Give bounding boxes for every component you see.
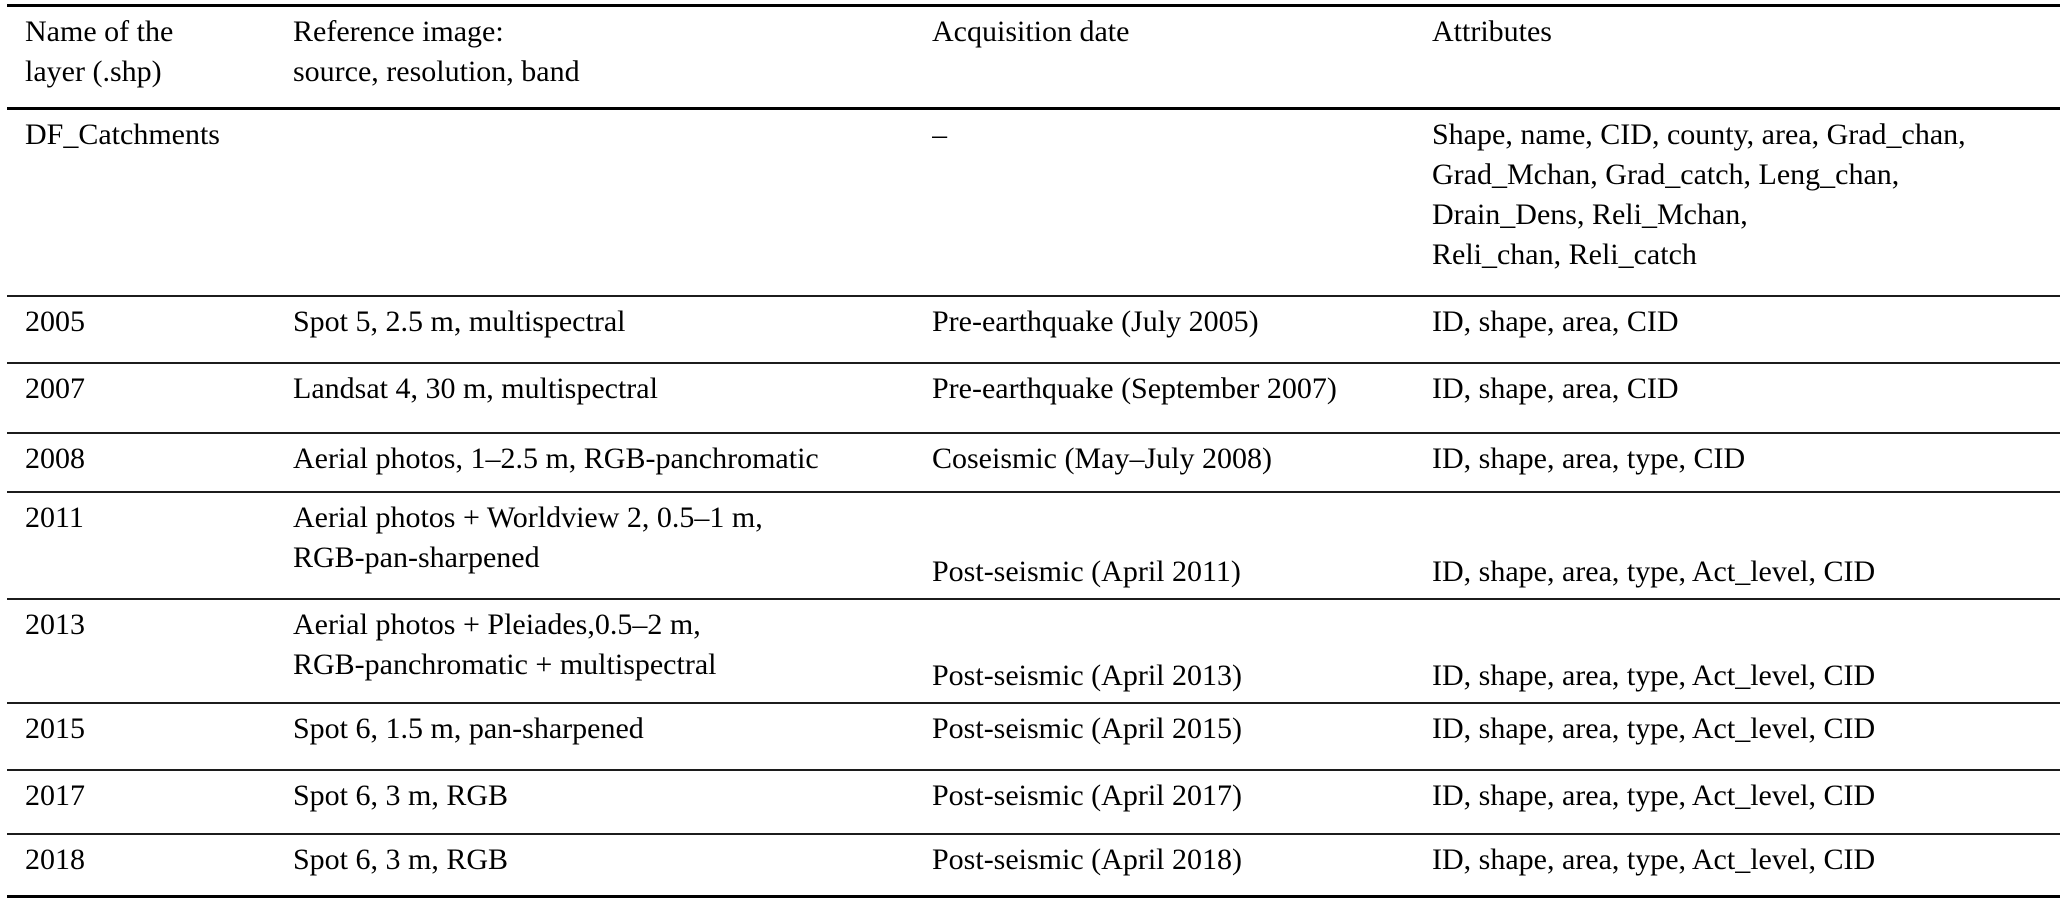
cell-reference-image: Spot 6, 3 m, RGB (293, 778, 509, 812)
cell-acquisition-date: Post-seismic (April 2015) (932, 711, 1242, 745)
cell-attributes: ID, shape, area, type, Act_level, CID (1432, 711, 1876, 745)
gis-layers-table: Name of the layer (.shp) Reference image… (7, 4, 2060, 898)
table-header-row: Name of the layer (.shp) Reference image… (7, 6, 2060, 109)
cell-reference-image: Aerial photos + Pleiades,0.5–2 m, RGB-pa… (293, 607, 717, 681)
table-row-2013: 2013 Aerial photos + Pleiades,0.5–2 m, R… (7, 599, 2060, 703)
cell-reference-image: Aerial photos + Worldview 2, 0.5–1 m, RG… (293, 500, 763, 574)
cell-acquisition-date: Post-seismic (April 2018) (932, 842, 1242, 876)
cell-attributes: ID, shape, area, type, CID (1432, 441, 1746, 475)
table-row-df-catchments: DF_Catchments – Shape, name, CID, county… (7, 109, 2060, 296)
cell-layer-name: 2017 (25, 778, 85, 812)
cell-attributes: ID, shape, area, CID (1432, 371, 1679, 405)
cell-layer-name: 2011 (25, 500, 84, 534)
table-row-2007: 2007 Landsat 4, 30 m, multispectral Pre-… (7, 363, 2060, 433)
cell-acquisition-date: – (932, 118, 947, 151)
cell-layer-name: 2007 (25, 371, 85, 405)
cell-reference-image: Aerial photos, 1–2.5 m, RGB-panchromatic (293, 441, 819, 475)
cell-acquisition-date: Post-seismic (April 2017) (932, 778, 1242, 812)
column-header-acquisition-date: Acquisition date (932, 15, 1130, 48)
cell-attributes: ID, shape, area, CID (1432, 304, 1679, 338)
cell-reference-image: Spot 6, 1.5 m, pan-sharpened (293, 711, 644, 745)
column-header-reference-image: Reference image: source, resolution, ban… (293, 15, 580, 88)
cell-reference-image (293, 109, 932, 296)
cell-attributes: Shape, name, CID, county, area, Grad_cha… (1432, 118, 1966, 271)
table-row-2017: 2017 Spot 6, 3 m, RGB Post-seismic (Apri… (7, 770, 2060, 834)
cell-reference-image: Spot 5, 2.5 m, multispectral (293, 304, 626, 338)
cell-acquisition-date: Coseismic (May–July 2008) (932, 441, 1272, 475)
cell-reference-image: Landsat 4, 30 m, multispectral (293, 371, 658, 405)
cell-reference-image: Spot 6, 3 m, RGB (293, 842, 509, 876)
cell-layer-name: 2015 (25, 711, 85, 745)
cell-acquisition-date: Post-seismic (April 2013) (932, 658, 1242, 692)
cell-layer-name: 2005 (25, 304, 85, 338)
cell-layer-name: 2013 (25, 607, 85, 641)
column-header-attributes: Attributes (1432, 15, 1552, 48)
cell-attributes: ID, shape, area, type, Act_level, CID (1432, 842, 1876, 876)
cell-layer-name: 2018 (25, 842, 85, 876)
cell-acquisition-date: Pre-earthquake (July 2005) (932, 304, 1259, 338)
cell-layer-name: DF_Catchments (25, 118, 220, 151)
cell-acquisition-date: Post-seismic (April 2011) (932, 554, 1241, 588)
table-row-2011: 2011 Aerial photos + Worldview 2, 0.5–1 … (7, 492, 2060, 599)
cell-attributes: ID, shape, area, type, Act_level, CID (1432, 658, 1876, 692)
table-row-2018: 2018 Spot 6, 3 m, RGB Post-seismic (Apri… (7, 834, 2060, 897)
table-row-2008: 2008 Aerial photos, 1–2.5 m, RGB-panchro… (7, 433, 2060, 492)
cell-acquisition-date: Pre-earthquake (September 2007) (932, 371, 1337, 405)
table-row-2015: 2015 Spot 6, 1.5 m, pan-sharpened Post-s… (7, 703, 2060, 770)
cell-layer-name: 2008 (25, 441, 85, 475)
table-row-2005: 2005 Spot 5, 2.5 m, multispectral Pre-ea… (7, 296, 2060, 363)
column-header-layer-name: Name of the layer (.shp) (25, 15, 174, 88)
cell-attributes: ID, shape, area, type, Act_level, CID (1432, 554, 1876, 588)
cell-attributes: ID, shape, area, type, Act_level, CID (1432, 778, 1876, 812)
